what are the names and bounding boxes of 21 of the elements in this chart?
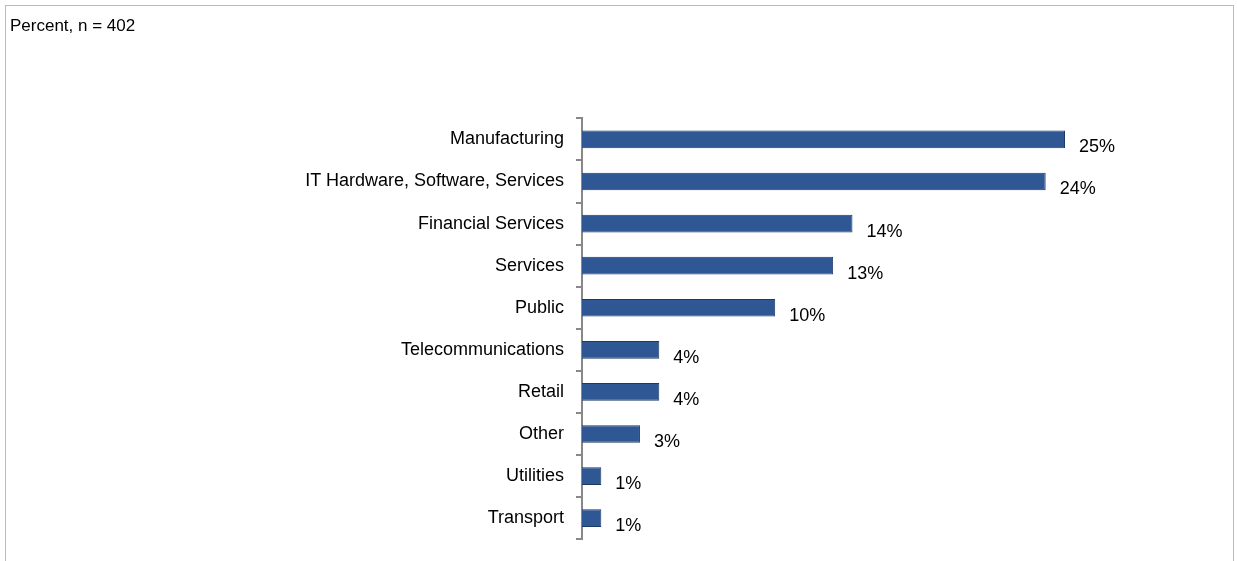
data-label: 10%	[789, 304, 826, 325]
y-tick-label: IT Hardware, Software, Services	[305, 170, 564, 191]
y-tick-label: Utilities	[505, 465, 564, 486]
data-label: 13%	[847, 262, 884, 283]
data-label: 4%	[673, 346, 700, 367]
y-tick-label: Retail	[517, 380, 564, 401]
y-tick-label: Services	[494, 254, 564, 275]
data-label: 1%	[615, 515, 642, 536]
data-label: 14%	[866, 220, 903, 241]
y-tick-label: Transport	[487, 507, 564, 528]
y-tick-label: Public	[514, 296, 564, 317]
y-tick-label: Manufacturing	[449, 128, 564, 149]
y-tick-label: Other	[518, 422, 564, 443]
y-tick-label: Telecommunications	[400, 338, 564, 359]
data-label: 1%	[615, 473, 642, 494]
data-label: 3%	[653, 430, 680, 451]
data-label: 4%	[673, 388, 700, 409]
data-label: 24%	[1059, 178, 1096, 199]
text: Percent, n = 402	[10, 15, 136, 35]
data-label: 25%	[1079, 136, 1116, 157]
y-tick-label: Financial Services	[417, 212, 564, 233]
